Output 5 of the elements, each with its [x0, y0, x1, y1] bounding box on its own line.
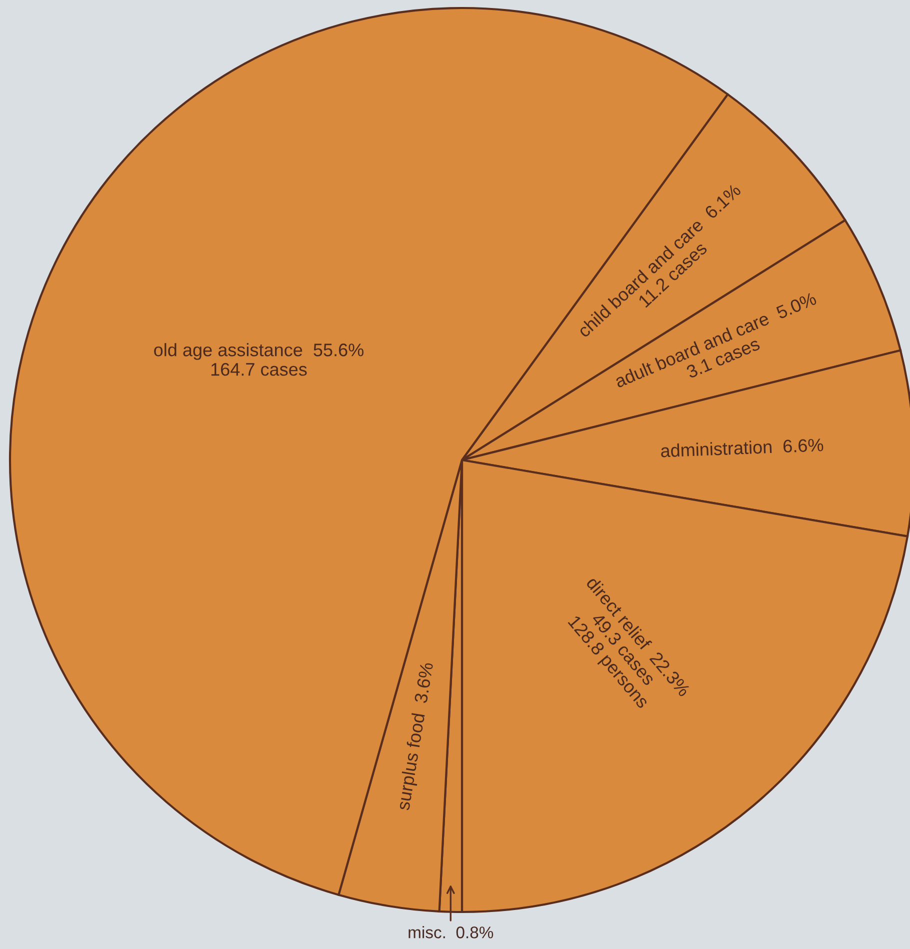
- slice-label: surplus food 3.6%: [396, 662, 437, 812]
- slice-label: administration 6.6%: [660, 438, 824, 458]
- slice-label: old age assistance 55.6%: [154, 343, 364, 360]
- text: 164.7 cases: [211, 362, 307, 376]
- slice-label: misc. 0.8%: [408, 926, 494, 938]
